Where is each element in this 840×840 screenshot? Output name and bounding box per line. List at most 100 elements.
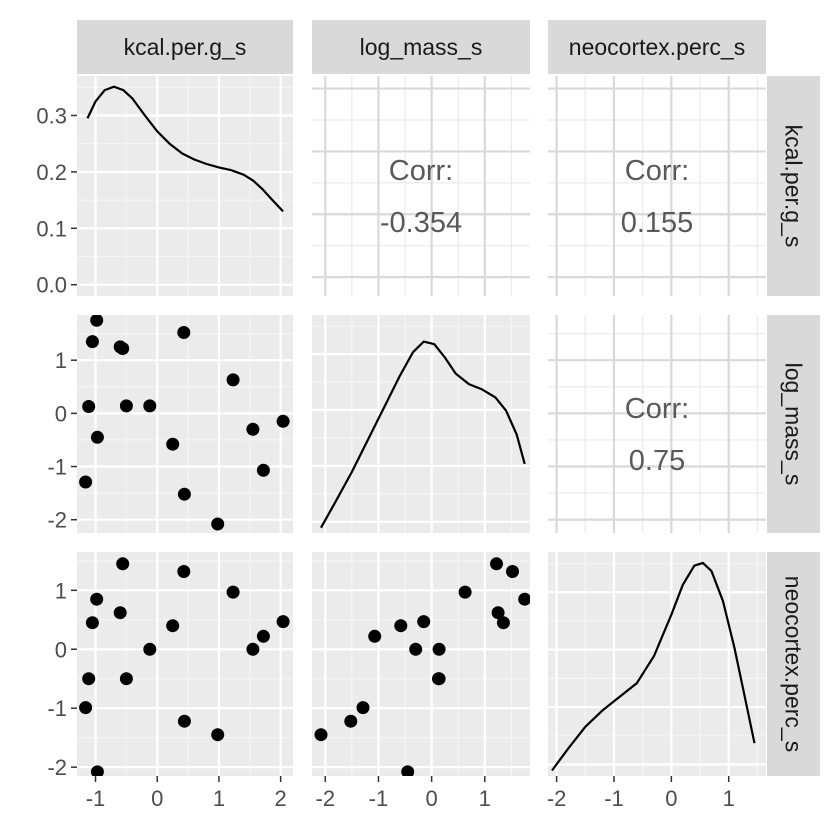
x-tick-label: -2 bbox=[547, 786, 567, 811]
scatter-points bbox=[79, 315, 290, 531]
panel-1-2: Corr: 0.75 bbox=[548, 315, 766, 533]
x-tick-label: 0 bbox=[426, 786, 438, 811]
strip-background bbox=[767, 76, 820, 296]
x-tick-label: 0 bbox=[151, 786, 163, 811]
point-10 bbox=[177, 326, 191, 339]
corr-label: Corr: bbox=[625, 393, 689, 425]
panel-0-0 bbox=[77, 76, 293, 296]
panel-background bbox=[312, 315, 530, 533]
strip-top-2: neocortex.perc_s bbox=[548, 20, 766, 74]
point-9 bbox=[394, 619, 408, 633]
point-8 bbox=[432, 642, 446, 656]
strip-label-right: neocortex.perc_s bbox=[781, 576, 807, 752]
point-11 bbox=[344, 714, 358, 728]
strip-label-top: log_mass_s bbox=[360, 34, 483, 60]
point-14 bbox=[409, 642, 423, 656]
point-1 bbox=[82, 400, 96, 413]
x-tick-label: -2 bbox=[316, 786, 336, 811]
density-curve-kcal.per.g_s bbox=[86, 85, 284, 213]
point-0 bbox=[79, 475, 93, 489]
corr-label: Corr: bbox=[389, 155, 453, 187]
x-tick-label: 1 bbox=[479, 786, 491, 811]
point-14 bbox=[246, 422, 260, 436]
x-tick-label: 1 bbox=[213, 786, 225, 811]
point-10 bbox=[506, 565, 519, 578]
point-8 bbox=[143, 642, 157, 656]
panel-0-1: Corr: -0.354 bbox=[312, 76, 530, 296]
point-13 bbox=[458, 585, 472, 599]
point-6 bbox=[490, 557, 503, 571]
point-4 bbox=[401, 765, 415, 776]
point-15 bbox=[256, 463, 270, 477]
strip-label-right: log_mass_s bbox=[781, 363, 807, 486]
x-tick-label: 1 bbox=[723, 786, 735, 811]
point-15 bbox=[368, 629, 382, 643]
strip-background bbox=[767, 552, 820, 776]
y-tick-label: -1 bbox=[47, 696, 67, 721]
panel-2-2 bbox=[548, 552, 766, 776]
strip-label-top: neocortex.perc_s bbox=[569, 34, 745, 60]
panel-background bbox=[312, 552, 530, 776]
ticks-layer: 0.0 0.1 0.2 0.3 -2 -1 0 1 -2 -1 0 1 -1 0 1 2 -2 -1 0 1 -2 -1 0… bbox=[36, 103, 734, 811]
point-9 bbox=[166, 437, 180, 451]
point-13 bbox=[226, 585, 240, 599]
strip-label-right: kcal.per.g_s bbox=[781, 125, 807, 248]
grid-lines bbox=[312, 315, 530, 533]
grid-lines bbox=[77, 315, 293, 533]
y-tick-label: -2 bbox=[47, 755, 67, 780]
point-11 bbox=[177, 487, 191, 501]
grid-lines bbox=[548, 76, 766, 296]
strip-right-0: kcal.per.g_s bbox=[767, 76, 820, 296]
point-5 bbox=[113, 606, 127, 620]
y-tick-label: 0.2 bbox=[36, 160, 67, 185]
y-tick-label: 0 bbox=[55, 401, 67, 426]
y-tick-label: 0.3 bbox=[36, 103, 67, 128]
point-0 bbox=[79, 701, 93, 715]
point-0 bbox=[356, 701, 370, 715]
y-tick-label: 1 bbox=[55, 348, 67, 373]
corr-value: 0.155 bbox=[621, 207, 694, 239]
point-15 bbox=[256, 629, 270, 643]
grid-lines bbox=[312, 76, 530, 296]
point-2 bbox=[496, 616, 510, 630]
strip-background bbox=[767, 315, 820, 533]
point-16 bbox=[417, 615, 431, 629]
point-12 bbox=[314, 728, 328, 742]
panel-1-0 bbox=[77, 315, 293, 533]
strip-background bbox=[548, 20, 766, 74]
point-9 bbox=[166, 619, 180, 633]
x-tick-label: 2 bbox=[275, 786, 287, 811]
point-13 bbox=[226, 373, 240, 387]
point-12 bbox=[211, 728, 225, 742]
strips-layer: kcal.per.g_s log_mass_s neocortex.perc_skc… bbox=[77, 20, 820, 776]
panel-background bbox=[548, 552, 766, 776]
point-3 bbox=[90, 592, 104, 606]
strip-background bbox=[312, 20, 530, 74]
strip-label-top: kcal.per.g_s bbox=[124, 34, 247, 60]
density-curve-neocortex.perc_s bbox=[551, 561, 756, 772]
strip-top-1: log_mass_s bbox=[312, 20, 530, 74]
point-14 bbox=[246, 642, 260, 656]
point-8 bbox=[143, 399, 157, 413]
point-5 bbox=[491, 606, 505, 620]
panel-background bbox=[77, 76, 293, 296]
point-2 bbox=[85, 616, 99, 630]
panel-2-1 bbox=[312, 552, 530, 776]
grid-lines bbox=[548, 552, 766, 776]
density-curve-log_mass_s bbox=[320, 340, 526, 529]
grid-lines bbox=[548, 315, 766, 533]
corr-label: Corr: bbox=[625, 155, 689, 187]
strip-right-2: neocortex.perc_s bbox=[767, 552, 820, 776]
y-tick-label: 0 bbox=[55, 637, 67, 662]
point-3 bbox=[518, 592, 530, 606]
x-tick-label: -1 bbox=[604, 786, 624, 811]
x-tick-label: -1 bbox=[369, 786, 389, 811]
panel-background bbox=[77, 552, 293, 776]
point-4 bbox=[90, 430, 104, 444]
point-7 bbox=[119, 672, 133, 686]
y-tick-label: 0.0 bbox=[36, 273, 67, 298]
y-tick-label: -1 bbox=[47, 455, 67, 480]
panels-layer: Corr: -0.354 Corr: 0.155 Corr: 0.75 bbox=[77, 76, 766, 776]
point-4 bbox=[90, 765, 104, 776]
